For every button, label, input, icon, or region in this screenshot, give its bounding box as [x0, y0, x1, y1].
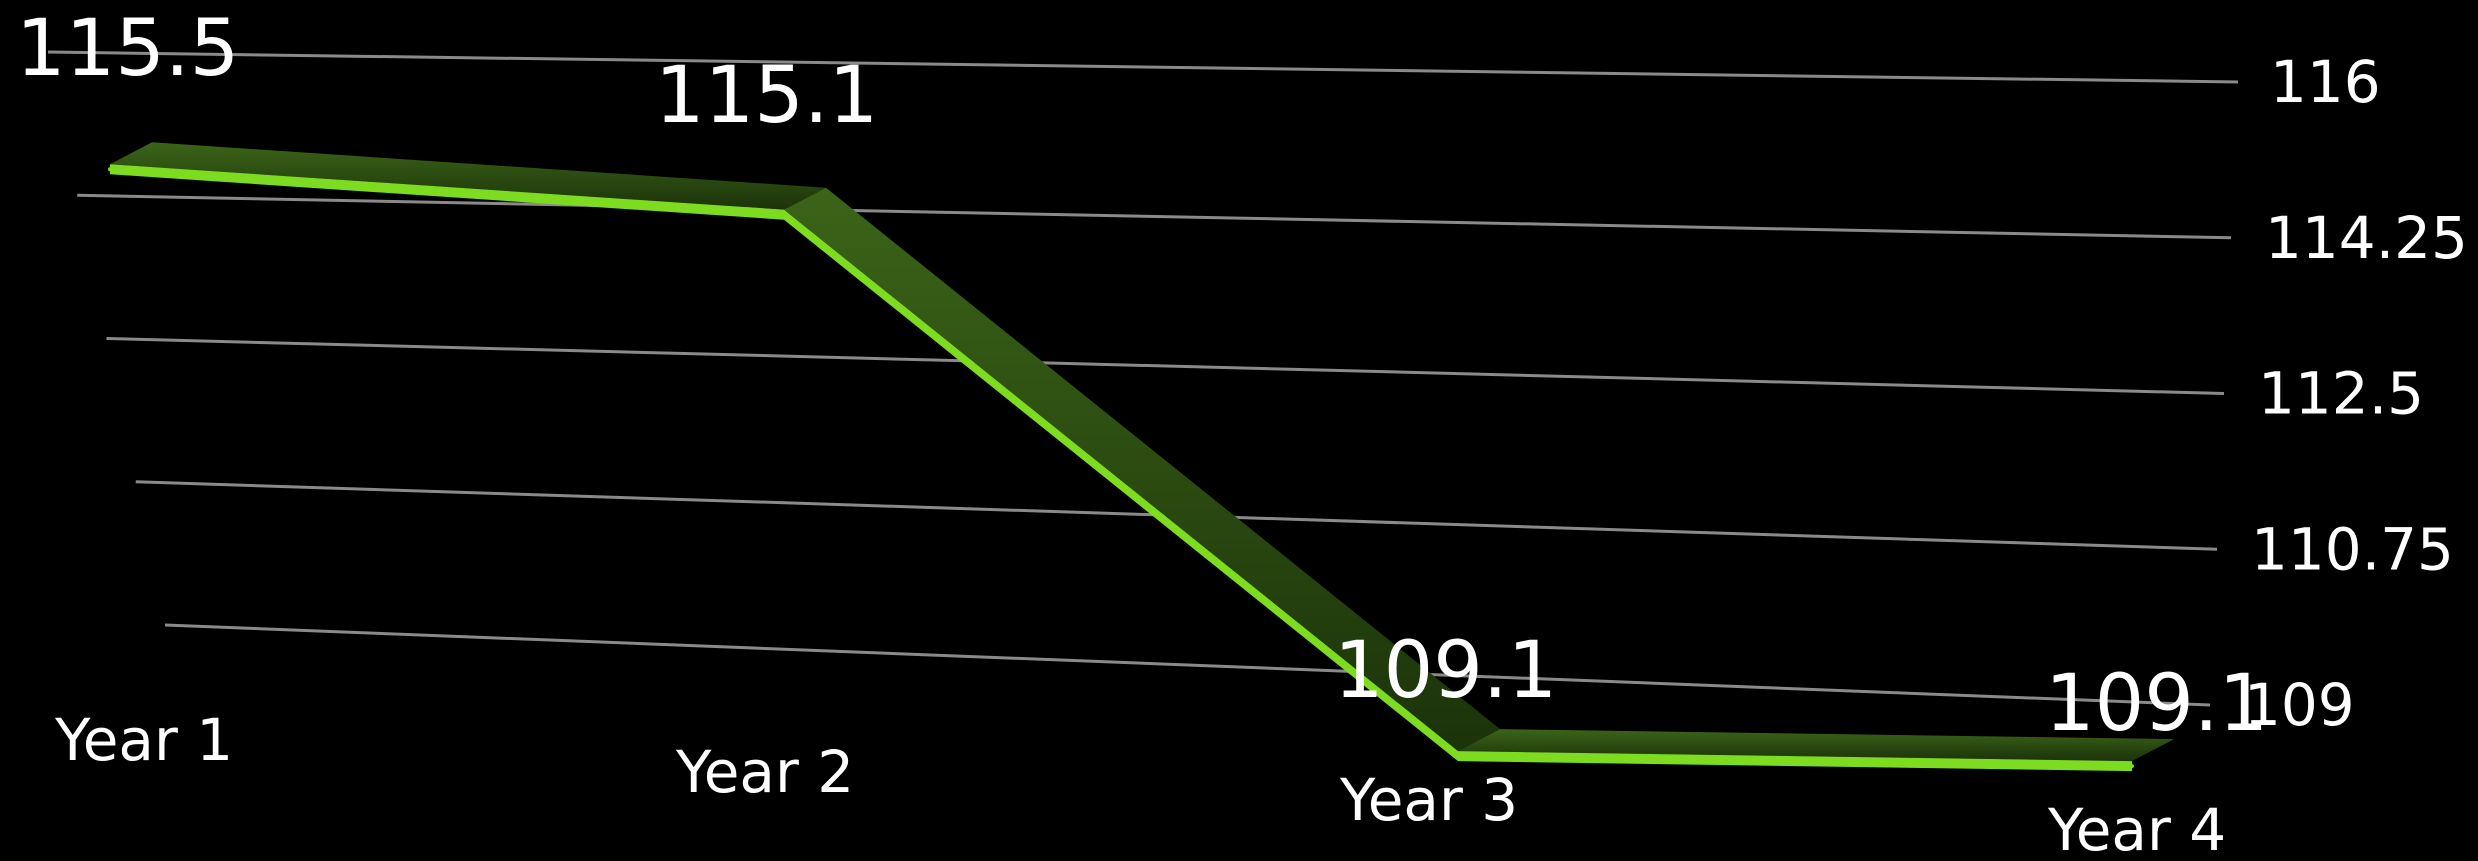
gridline-2 [106, 337, 2225, 395]
y-axis-ticks: 109 110.75 112.5 114.25 116 [2244, 48, 2468, 739]
x-axis-categories: Year 1 Year 2 Year 3 Year 4 [54, 706, 2226, 861]
data-labels: 115.5 115.1 109.1 109.1 [16, 4, 2268, 749]
y-tick-label-3: 114.25 [2265, 204, 2468, 272]
series-ribbon [108, 142, 2174, 772]
x-category-label-0: Year 1 [54, 706, 233, 774]
x-category-label-1: Year 2 [675, 738, 854, 806]
y-tick-label-1: 110.75 [2251, 515, 2454, 583]
data-point-2 [1456, 754, 1460, 759]
gridline-4 [47, 50, 2239, 84]
ribbon-face-0 [110, 142, 826, 210]
y-tick-label-4: 116 [2270, 48, 2381, 116]
data-point-3 [2130, 764, 2134, 769]
data-label-2: 109.1 [1334, 626, 1557, 716]
ribbon-edge-2 [1458, 751, 2132, 772]
data-label-1: 115.1 [655, 51, 878, 141]
x-category-label-3: Year 4 [2047, 796, 2226, 861]
ribbon-face-2 [1458, 729, 2174, 762]
data-label-0: 115.5 [16, 4, 239, 94]
data-label-3: 109.1 [2045, 659, 2268, 749]
gridline-0 [164, 623, 2211, 707]
ribbon-edge-0 [110, 164, 784, 220]
y-tick-label-2: 112.5 [2258, 360, 2424, 428]
x-category-label-2: Year 3 [1339, 766, 1518, 834]
ribbon-face-1 [784, 187, 1500, 752]
gridlines [47, 50, 2239, 707]
ribbon-edge-1 [784, 209, 1458, 762]
y-tick-label-0: 109 [2244, 671, 2355, 739]
data-point-0 [108, 167, 112, 172]
data-point-1 [782, 212, 786, 217]
gridline-3 [77, 193, 2232, 240]
